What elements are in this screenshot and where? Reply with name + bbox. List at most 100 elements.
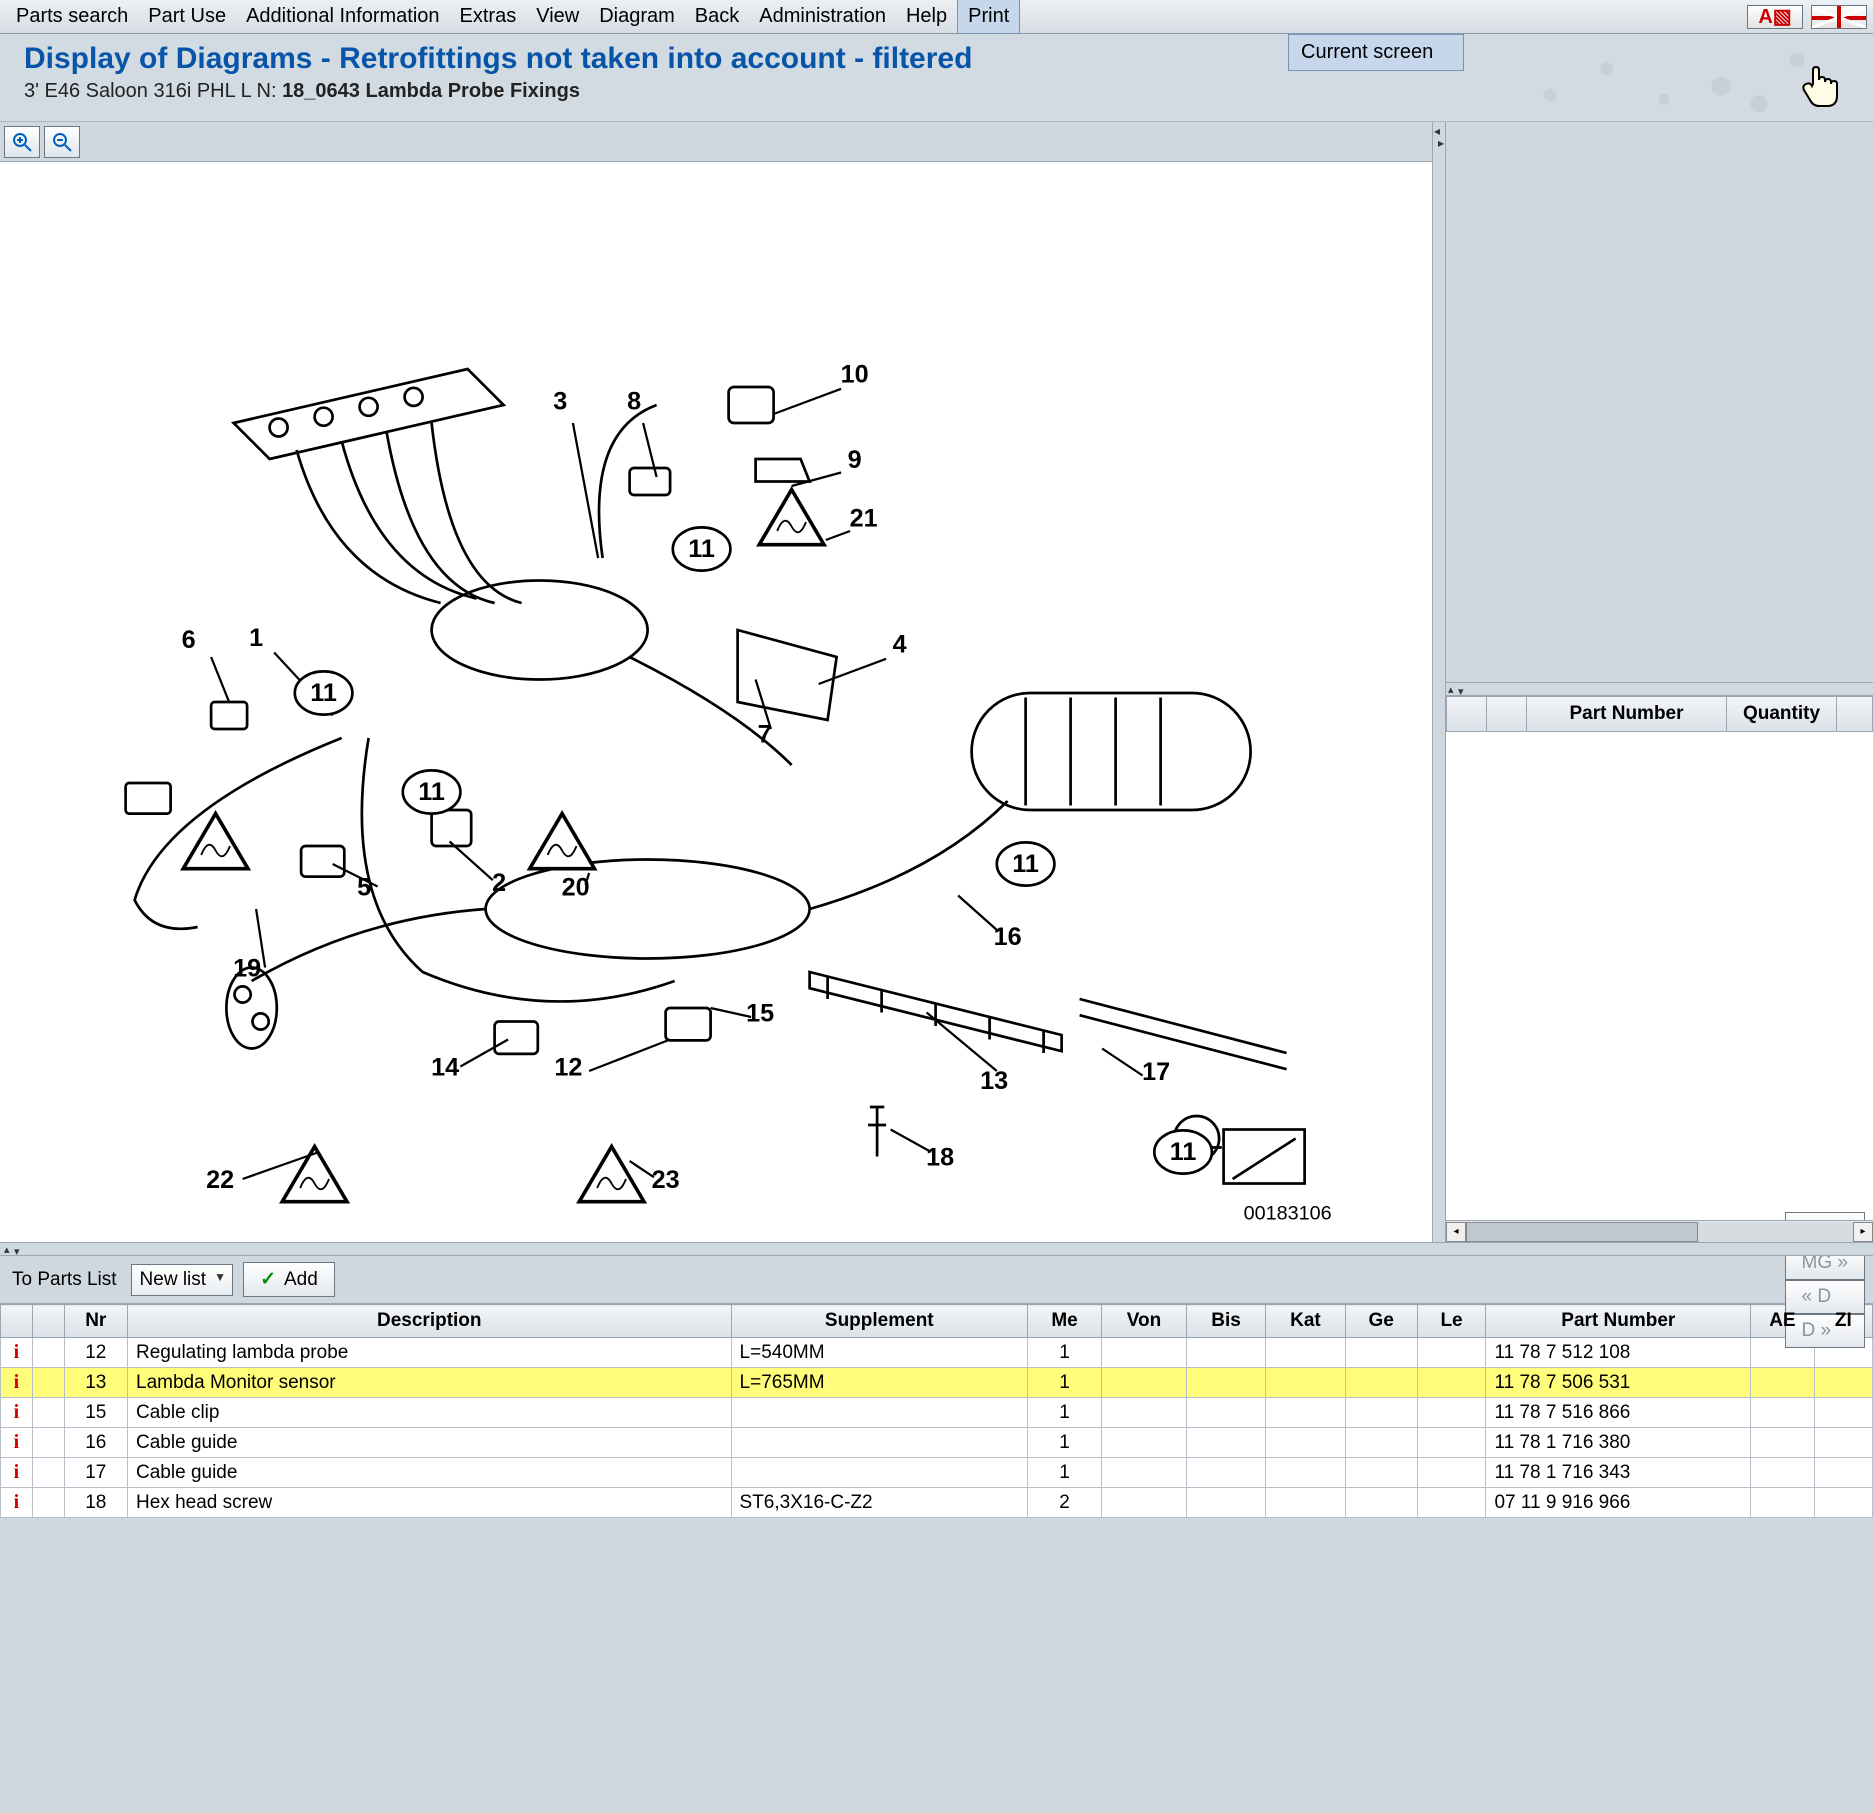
parts-col-pn[interactable]: Part Number [1486,1305,1751,1338]
info-icon[interactable]: i [14,1491,20,1513]
parts-col-supp[interactable]: Supplement [731,1305,1027,1338]
diagram-image-code: 00183106 [1244,1203,1332,1225]
print-dropdown-item-currentscreen[interactable]: Current screen [1289,35,1463,70]
svg-text:11: 11 [1012,850,1039,878]
parts-cell-me: 1 [1028,1398,1102,1428]
parts-row-16[interactable]: i16Cable guide111 78 1 716 380 [1,1428,1873,1458]
menu-item-view[interactable]: View [526,0,589,33]
nav-button-d[interactable]: « D [1785,1280,1865,1314]
right-table-body [1446,732,1873,1220]
parts-cell-ge [1345,1368,1417,1398]
diagram-area[interactable]: 1111111111 12345678910121314151617181920… [0,162,1432,1242]
subtitle-bold: 18_0643 Lambda Probe Fixings [282,80,580,102]
parts-cell-pn: 11 78 1 716 343 [1486,1458,1751,1488]
menu-item-part-use[interactable]: Part Use [138,0,236,33]
zoom-in-button[interactable] [4,126,40,158]
parts-cell-bis [1186,1398,1265,1428]
parts-cell-zi [1814,1458,1872,1488]
menu-item-print[interactable]: Print [957,0,1020,34]
menu-item-back[interactable]: Back [685,0,749,33]
right-col-blank[interactable] [1447,697,1487,731]
right-col-quantity[interactable]: Quantity [1727,697,1837,731]
parts-col-ge[interactable]: Ge [1345,1305,1417,1338]
zoom-out-button[interactable] [44,126,80,158]
menu-item-administration[interactable]: Administration [749,0,896,33]
parts-cell-bis [1186,1488,1265,1518]
parts-col-bis[interactable]: Bis [1186,1305,1265,1338]
parts-cell-von [1102,1398,1187,1428]
subtitle-prefix: 3' E46 Saloon 316i PHL L N: [24,80,282,102]
scroll-left-button[interactable]: ◂ [1446,1222,1466,1242]
parts-cell-bis [1186,1428,1265,1458]
diagram-pane: 1111111111 12345678910121314151617181920… [0,122,1432,1242]
info-icon[interactable]: i [14,1371,20,1393]
parts-cell-desc: Cable guide [128,1428,732,1458]
right-col-part-number[interactable]: Part Number [1527,697,1727,731]
menu-item-diagram[interactable]: Diagram [589,0,685,33]
parts-row-18[interactable]: i18Hex head screwST6,3X16-C-Z2207 11 9 9… [1,1488,1873,1518]
parts-cell-ae [1751,1398,1815,1428]
info-icon[interactable]: i [14,1341,20,1363]
info-icon[interactable]: i [14,1461,20,1483]
main-horizontal-splitter[interactable]: ▴▾ [0,1242,1873,1256]
right-col-blank[interactable] [1487,697,1527,731]
svg-text:6: 6 [182,626,196,654]
brand-logo-button[interactable]: A▧ [1747,5,1803,29]
parts-col-blank[interactable] [32,1305,64,1338]
header-decoration [1493,34,1873,121]
menu-item-parts-search[interactable]: Parts search [6,0,138,33]
scroll-thumb[interactable] [1466,1222,1698,1242]
menu-item-help[interactable]: Help [896,0,957,33]
add-button[interactable]: ✓Add [243,1262,335,1297]
parts-cell-kat [1266,1398,1345,1428]
parts-cell-supp: L=540MM [731,1338,1027,1368]
parts-cell-nr: 18 [64,1488,128,1518]
info-icon[interactable]: i [14,1431,20,1453]
vertical-splitter[interactable]: ◂▸ [1432,122,1446,1242]
nav-button-d[interactable]: D » [1785,1314,1865,1348]
parts-cell-pn: 11 78 7 516 866 [1486,1398,1751,1428]
parts-cell-me: 2 [1028,1488,1102,1518]
parts-cell-ge [1345,1428,1417,1458]
parts-cell-kat [1266,1488,1345,1518]
parts-cell-desc: Lambda Monitor sensor [128,1368,732,1398]
parts-cell-von [1102,1458,1187,1488]
parts-col-le[interactable]: Le [1417,1305,1486,1338]
parts-col-nr[interactable]: Nr [64,1305,128,1338]
parts-col-info[interactable] [1,1305,33,1338]
parts-cell-desc: Cable guide [128,1458,732,1488]
cursor-hand-icon [1795,62,1843,110]
add-button-label: Add [284,1269,318,1291]
info-icon[interactable]: i [14,1401,20,1423]
parts-cell-pn: 11 78 7 512 108 [1486,1338,1751,1368]
parts-col-me[interactable]: Me [1028,1305,1102,1338]
svg-text:5: 5 [357,874,371,902]
parts-row-13[interactable]: i13Lambda Monitor sensorL=765MM111 78 7 … [1,1368,1873,1398]
parts-row-15[interactable]: i15Cable clip111 78 7 516 866 [1,1398,1873,1428]
svg-text:23: 23 [652,1166,680,1194]
parts-col-von[interactable]: Von [1102,1305,1187,1338]
parts-cell-le [1417,1338,1486,1368]
parts-cell-supp [731,1398,1027,1428]
zoom-out-icon [52,132,72,152]
menu-item-additional-information[interactable]: Additional Information [236,0,449,33]
scroll-track[interactable] [1466,1222,1853,1242]
parts-row-12[interactable]: i12Regulating lambda probeL=540MM111 78 … [1,1338,1873,1368]
parts-list-combo[interactable]: New list [131,1264,234,1296]
svg-text:9: 9 [848,446,862,474]
scroll-right-button[interactable]: ▸ [1853,1222,1873,1242]
parts-cell-le [1417,1488,1486,1518]
parts-col-kat[interactable]: Kat [1266,1305,1345,1338]
parts-col-desc[interactable]: Description [128,1305,732,1338]
right-horizontal-scrollbar[interactable]: ◂ ▸ [1446,1220,1873,1242]
right-horizontal-splitter[interactable]: ▴▾ [1446,682,1873,696]
parts-cell-blank [32,1488,64,1518]
menu-item-extras[interactable]: Extras [450,0,527,33]
svg-text:1: 1 [249,624,263,652]
svg-text:8: 8 [627,388,641,416]
parts-row-17[interactable]: i17Cable guide111 78 1 716 343 [1,1458,1873,1488]
right-pane: ▴▾ Part NumberQuantity ◂ ▸ [1446,122,1873,1242]
parts-cell-supp [731,1458,1027,1488]
flag-button[interactable] [1811,5,1867,29]
svg-text:19: 19 [233,955,261,983]
